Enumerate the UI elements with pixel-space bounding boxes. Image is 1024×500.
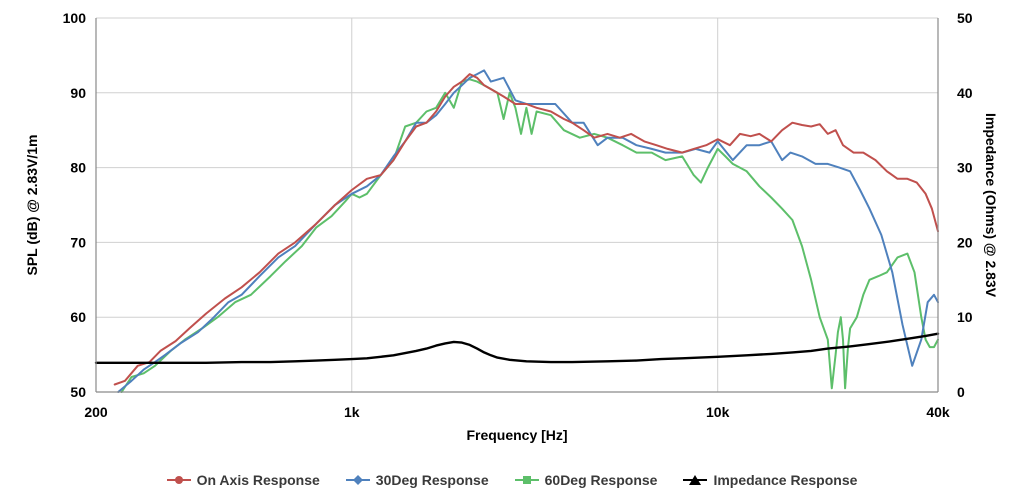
- plot-area: [96, 18, 938, 392]
- legend-label: Impedance Response: [713, 472, 858, 488]
- y2-axis-title: Impedance (Ohms) @ 2.83V: [983, 113, 999, 298]
- x-axis-title: Frequency [Hz]: [466, 427, 567, 443]
- legend-item-30deg-response: 30Deg Response: [345, 472, 489, 488]
- y2-tick-label: 20: [957, 234, 973, 250]
- y-tick-label: 50: [70, 384, 86, 400]
- circle-marker-icon: [166, 476, 191, 484]
- x-tick-label: 1k: [344, 404, 360, 420]
- series-line-on-axis-response: [113, 73, 939, 386]
- diamond-marker-icon: [345, 475, 370, 485]
- legend-label: On Axis Response: [196, 472, 320, 488]
- series-line-30deg-response: [117, 69, 939, 393]
- legend-item-on-axis-response: On Axis Response: [166, 472, 320, 488]
- tick-labels: 50 60 70 80 90 100 0 10 20 30 40 50 200 1k 10k 40k: [63, 10, 973, 420]
- y-tick-label: 100: [63, 10, 87, 26]
- y2-tick-label: 10: [957, 309, 973, 325]
- axes: [95, 18, 939, 393]
- square-marker-icon: [514, 476, 539, 484]
- x-tick-label: 200: [84, 404, 108, 420]
- legend: On Axis Response 30Deg Response 60Deg Resp…: [0, 468, 1024, 492]
- y-tick-label: 80: [70, 160, 86, 176]
- legend-item-60deg-response: 60Deg Response: [514, 472, 658, 488]
- legend-item-impedance-response: Impedance Response: [683, 472, 857, 488]
- y-tick-label: 60: [70, 309, 86, 325]
- x-tick-label: 10k: [706, 404, 730, 420]
- y2-tick-label: 30: [957, 160, 973, 176]
- series-lines: [94, 69, 940, 393]
- y-tick-label: 90: [70, 85, 86, 101]
- legend-label: 30Deg Response: [375, 472, 489, 488]
- y2-tick-label: 40: [957, 85, 973, 101]
- y-tick-label: 70: [70, 234, 86, 250]
- x-tick-label: 40k: [926, 404, 950, 420]
- triangle-marker-icon: [683, 475, 708, 485]
- legend-label: 60Deg Response: [544, 472, 658, 488]
- y2-tick-label: 0: [957, 384, 965, 400]
- series-line-impedance-response: [94, 332, 940, 364]
- y2-tick-label: 50: [957, 10, 973, 26]
- y-axis-title: SPL (dB) @ 2.83V/1m: [24, 135, 40, 276]
- frequency-response-chart: 50 60 70 80 90 100 0 10 20 30 40 50 200 1k 10k 40k Freq…: [24, 10, 999, 443]
